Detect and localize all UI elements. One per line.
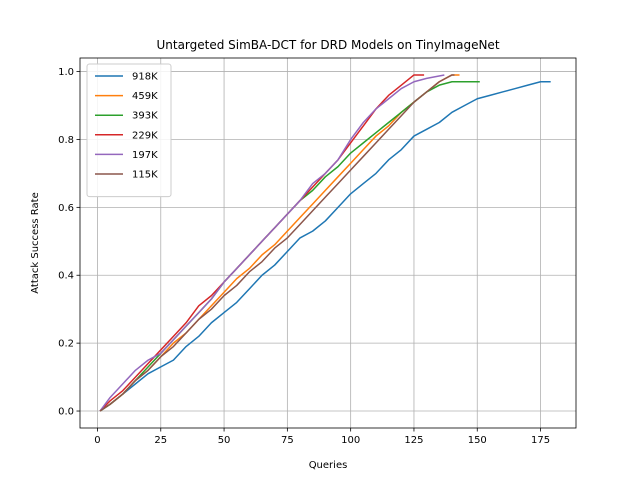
y-tick-label: 0.8 <box>58 135 74 146</box>
x-tick-label: 75 <box>281 435 294 446</box>
series-line-197K <box>99 74 445 412</box>
series-line-115K <box>99 74 455 412</box>
x-tick-label: 125 <box>404 435 423 446</box>
y-tick-label: 1.0 <box>58 67 74 78</box>
legend-label: 393K <box>132 111 158 122</box>
x-tick-label: 175 <box>531 435 550 446</box>
grid <box>80 58 576 428</box>
legend-label: 918K <box>132 72 158 83</box>
legend-box <box>86 63 172 198</box>
x-tick-label: 100 <box>341 435 360 446</box>
x-tick-label: 150 <box>468 435 487 446</box>
x-axis-label: Queries <box>309 460 348 471</box>
y-tick-label: 0.6 <box>58 203 74 214</box>
legend-label: 115K <box>132 170 158 181</box>
legend: 918K 459K 393K 229K 197K 115K <box>86 63 172 198</box>
ticks: 0 25 50 75 100 125 150 175 0.0 0.2 0.4 0.6 0.8 1.0 <box>58 67 550 446</box>
chart-title: Untargeted SimBA-DCT for DRD Models on T… <box>156 38 499 52</box>
series-line-918K <box>99 81 551 412</box>
series-layer <box>99 74 551 412</box>
x-tick-label: 25 <box>154 435 167 446</box>
y-axis-label: Attack Success Rate <box>30 192 41 293</box>
x-tick-label: 50 <box>218 435 231 446</box>
y-tick-label: 0.4 <box>58 271 74 282</box>
x-tick-label: 0 <box>94 435 100 446</box>
y-tick-label: 0.0 <box>58 407 74 418</box>
y-tick-label: 0.2 <box>58 339 74 350</box>
legend-label: 229K <box>132 130 158 141</box>
legend-label: 459K <box>132 91 158 102</box>
legend-label: 197K <box>132 150 158 161</box>
plot-frame <box>79 57 577 429</box>
